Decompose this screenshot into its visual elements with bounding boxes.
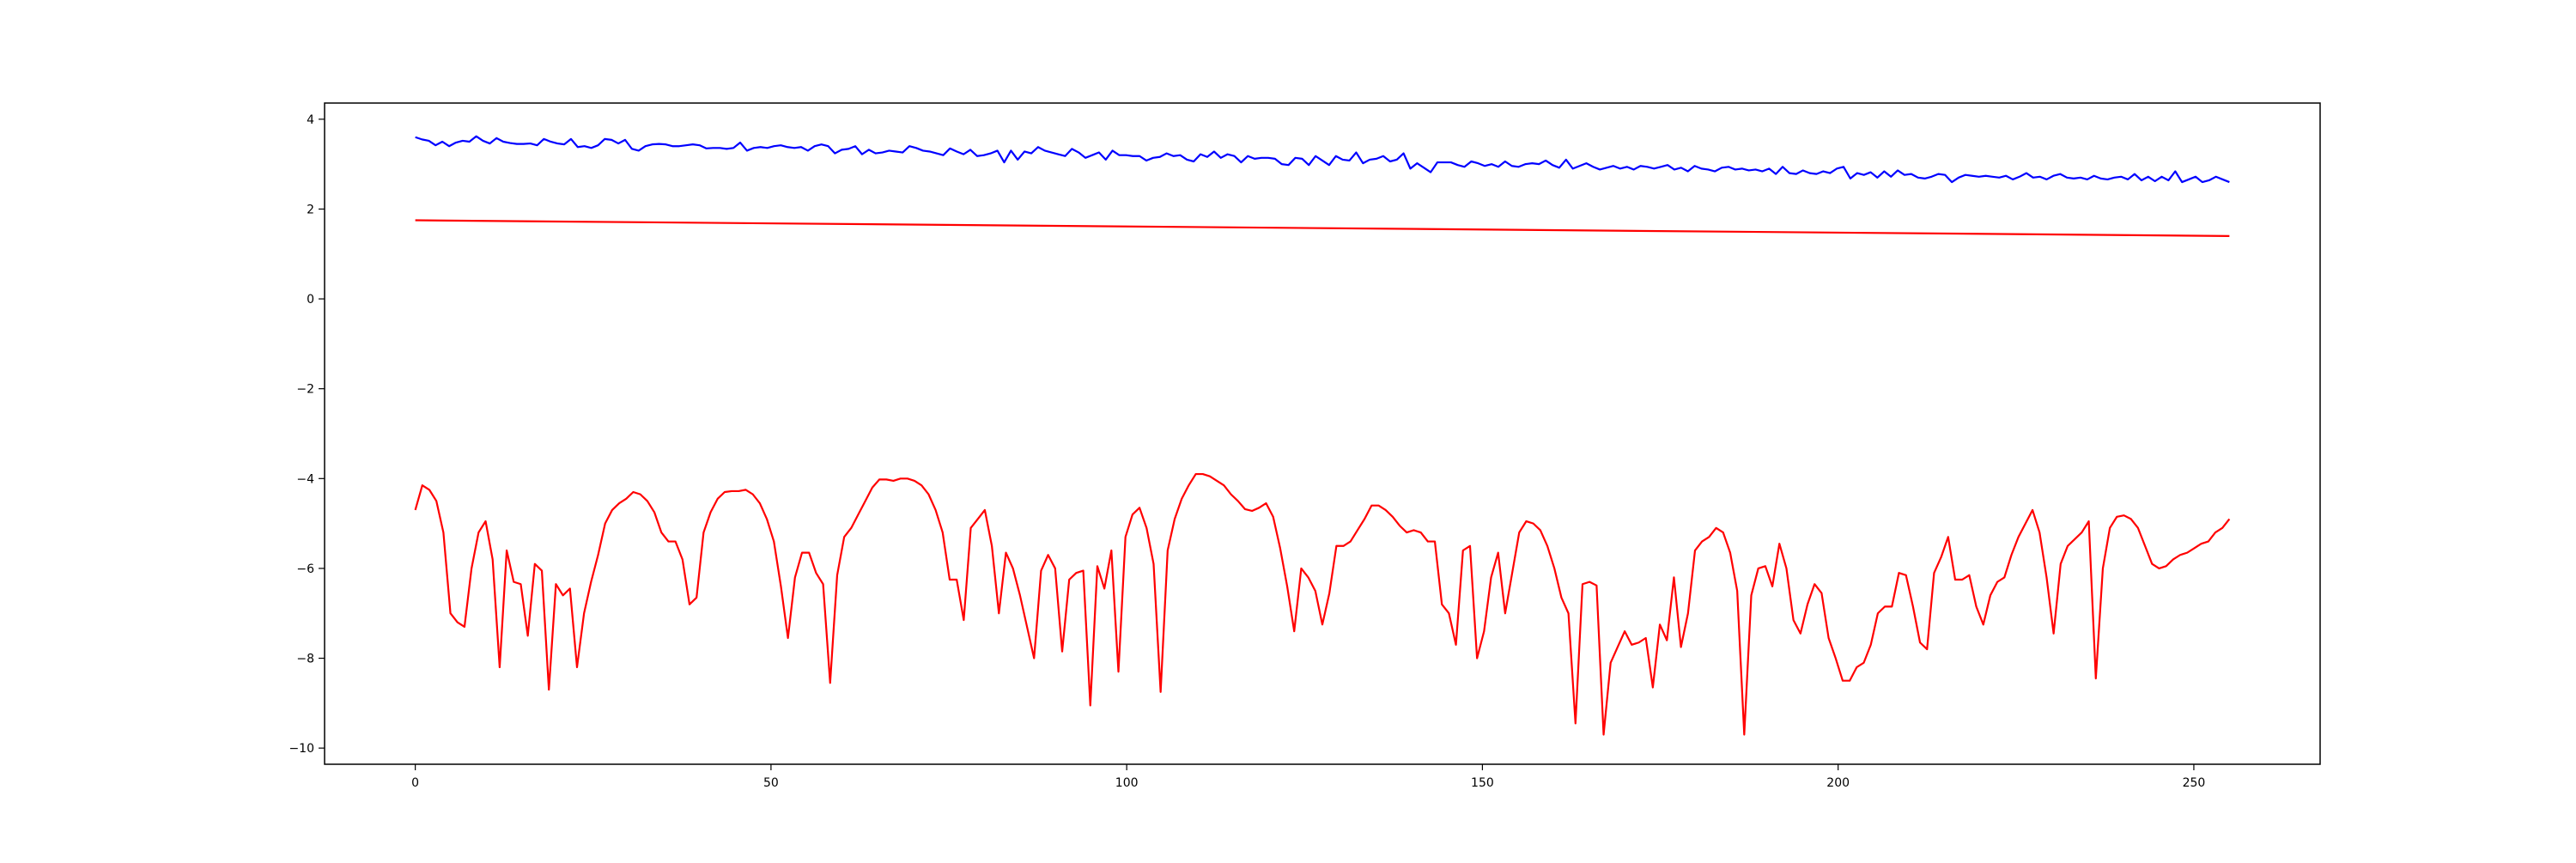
x-tick-label: 0 <box>411 776 419 790</box>
series-line-1 <box>415 135 2230 184</box>
y-tick-label: 2 <box>307 203 314 216</box>
y-tick-label: −4 <box>296 472 314 486</box>
x-tick-label: 200 <box>1826 776 1850 790</box>
series-layer <box>414 135 2231 736</box>
y-tick-label: −8 <box>296 653 314 666</box>
plot-frame <box>324 102 2321 765</box>
x-tick-label: 150 <box>1471 776 1494 790</box>
axes-layer: 0 50 100 150 200 250 4 2 0 −2 −4 −6 −8 −10 <box>289 113 2205 790</box>
plot-area <box>325 103 2320 764</box>
x-tick-label: 100 <box>1115 776 1139 790</box>
x-tick-label: 50 <box>763 776 779 790</box>
y-tick-label: −2 <box>296 383 314 397</box>
y-tick-label: −6 <box>296 562 314 576</box>
y-tick-label: 4 <box>307 113 314 127</box>
y-tick-label: 0 <box>307 293 314 307</box>
x-tick-label: 250 <box>2183 776 2206 790</box>
y-tick-label: −10 <box>289 742 314 756</box>
series-line-3 <box>414 472 2231 736</box>
series-line-2 <box>415 219 2230 237</box>
